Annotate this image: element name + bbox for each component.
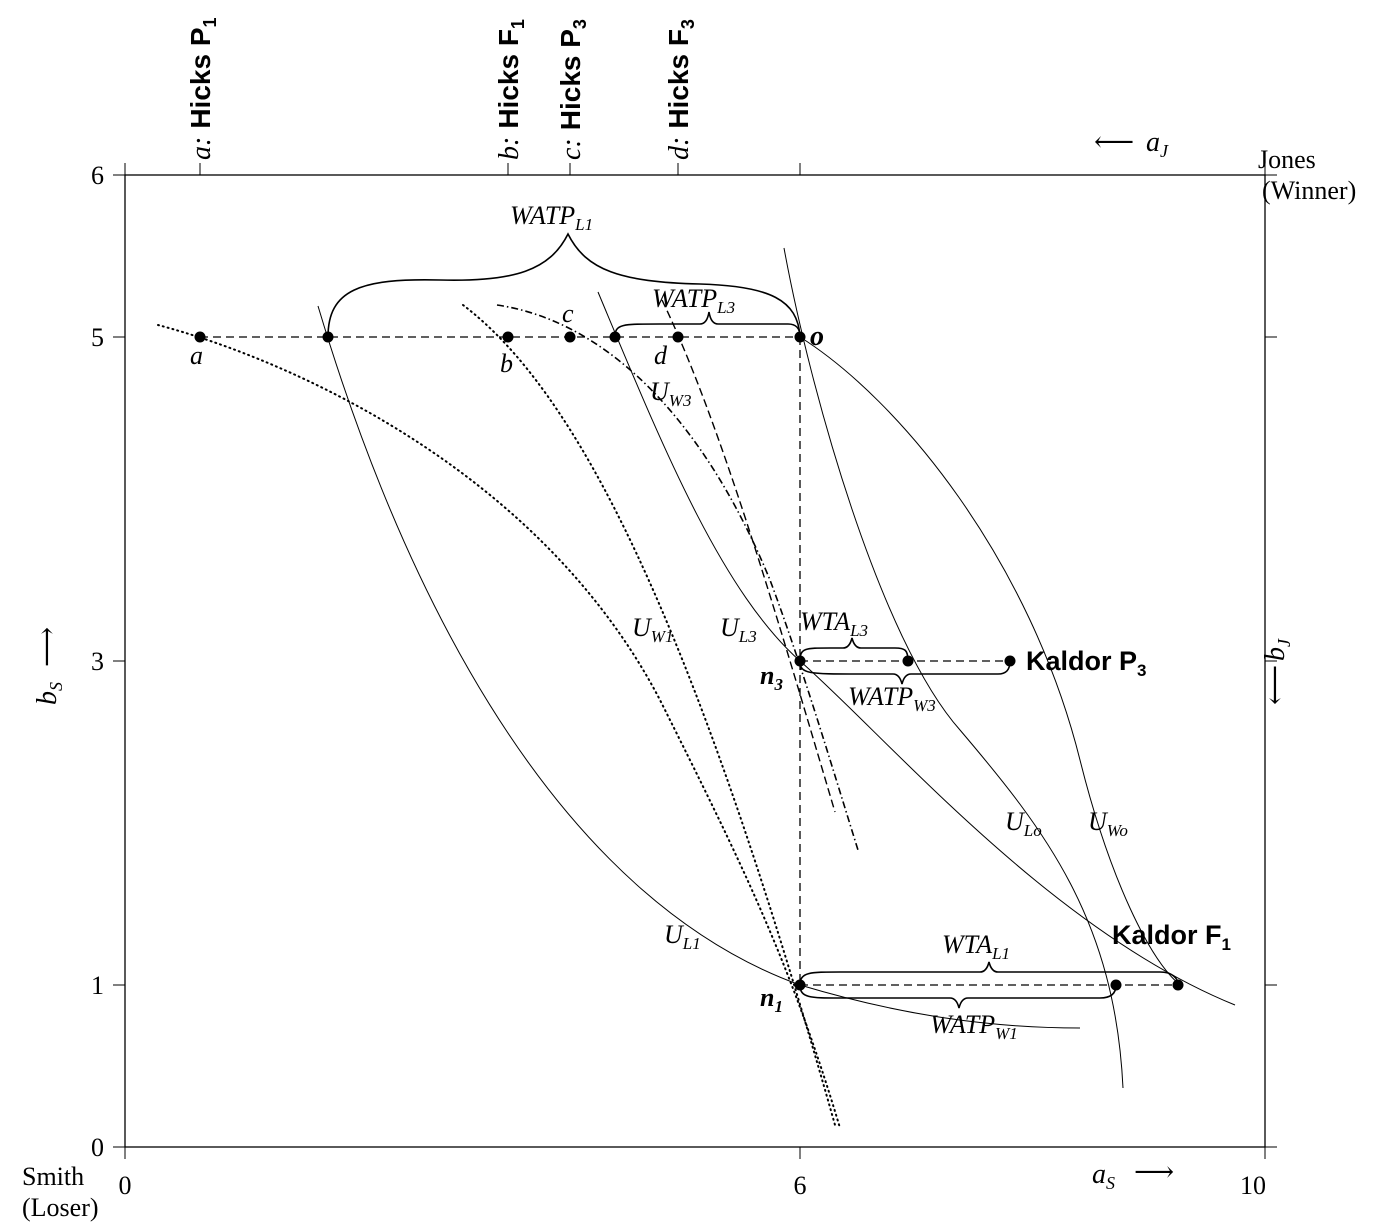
svg-text:d:Hicks F3: d:Hicks F3: [663, 19, 698, 160]
top-label-hicks-f3: d:Hicks F3: [663, 19, 698, 160]
svg-text:aJ: aJ: [1146, 127, 1169, 161]
y-tick-0: 0: [91, 1133, 104, 1162]
svg-text:bJ: bJ: [1260, 638, 1294, 661]
point-hicks-end: [322, 331, 334, 343]
curve-ulo: [783, 247, 1124, 1089]
ticks: [113, 163, 1277, 1159]
curve-uw1: [462, 304, 836, 1126]
curve-hicks-p1: [157, 324, 841, 1129]
svg-text:b:Hicks F1: b:Hicks F1: [493, 19, 528, 160]
x-tick-10: 10: [1240, 1171, 1266, 1200]
y-axis-label: bS ⟶: [32, 627, 66, 705]
brace-label-wta-l3: WTAL3: [800, 607, 868, 640]
label-kaldor-p3: Kaldor P3: [1026, 646, 1147, 680]
curve-label-ul1: UL1: [664, 920, 701, 953]
curve-label-uw3: UW3: [650, 377, 691, 410]
point-n3: [794, 655, 806, 667]
curve-label-uw1: UW1: [632, 613, 673, 646]
svg-text:a:Hicks P1: a:Hicks P1: [185, 17, 220, 160]
point-d: [672, 331, 684, 343]
point-label-n3: n3: [760, 661, 783, 694]
point-b: [502, 331, 514, 343]
curve-ul3: [597, 291, 1236, 1006]
points: [194, 331, 1184, 991]
point-label-n1: n1: [760, 983, 783, 1016]
y-tick-5: 5: [91, 323, 104, 352]
arrow-left-icon: ⟵: [1094, 127, 1134, 158]
x-axis-label: aS ⟶: [1092, 1157, 1174, 1193]
origin-name: Smith: [22, 1162, 84, 1191]
point-wta-l3-end: [902, 655, 914, 667]
point-ul3-top: [609, 331, 621, 343]
far-name: Jones: [1258, 145, 1316, 174]
curve-label-uwo: UWo: [1088, 807, 1128, 840]
curve-hicks-f3: [661, 299, 836, 813]
curve-label-ul3: UL3: [720, 613, 757, 646]
curve-uwo: [799, 336, 1181, 986]
arrow-up-icon: ⟶: [32, 627, 63, 667]
brace-watp-w1: [799, 984, 1117, 1009]
point-label-d: d: [654, 341, 668, 370]
point-o: [794, 331, 806, 343]
point-label-o: o: [810, 321, 824, 352]
svg-text:aS: aS: [1092, 1159, 1115, 1193]
brace-watp-l3: [614, 311, 801, 338]
brace-wta-l1: [799, 961, 1179, 986]
svg-text:bS: bS: [32, 682, 66, 705]
point-c: [564, 331, 576, 343]
point-kaldor-p3: [1004, 655, 1016, 667]
origin-role: (Loser): [22, 1193, 99, 1222]
point-label-b: b: [500, 349, 513, 378]
x-tick-6: 6: [794, 1171, 807, 1200]
top-label-hicks-f1: b:Hicks F1: [493, 19, 528, 160]
y-tick-6: 6: [91, 161, 104, 190]
point-kaldor-f1: [1172, 979, 1184, 991]
brace-label-watp-w3: WATPW3: [848, 682, 936, 715]
arrow-down-icon: ⟵: [1260, 665, 1291, 705]
point-label-c: c: [562, 299, 574, 328]
brace-label-watp-l3: WATPL3: [652, 284, 735, 317]
curve-label-ulo: ULo: [1005, 807, 1042, 840]
brace-watp-w3: [799, 660, 1011, 685]
svg-text:c:Hicks P3: c:Hicks P3: [555, 19, 590, 160]
curve-uw3-dashdot: [496, 304, 859, 851]
brace-label-wta-l1: WTAL1: [942, 930, 1010, 963]
brace-label-watp-l1: WATPL1: [510, 201, 593, 234]
right-axis-label: ⟵ bJ: [1260, 638, 1294, 705]
point-label-a: a: [190, 341, 203, 370]
curve-ul1: [317, 305, 1081, 1029]
top-axis-label: ⟵ aJ: [1094, 127, 1169, 161]
y-tick-3: 3: [91, 647, 104, 676]
brace-label-watp-w1: WATPW1: [930, 1010, 1018, 1043]
arrow-right-icon: ⟶: [1134, 1157, 1174, 1188]
far-role: (Winner): [1262, 176, 1356, 205]
brace-watp-l1: [327, 232, 801, 338]
x-tick-0: 0: [119, 1171, 132, 1200]
point-n1: [794, 979, 806, 991]
point-watp-w1-end: [1110, 979, 1122, 991]
y-tick-1: 1: [91, 971, 104, 1000]
point-a: [194, 331, 206, 343]
top-label-hicks-p1: a:Hicks P1: [185, 17, 220, 160]
top-label-hicks-p3: c:Hicks P3: [555, 19, 590, 160]
brace-wta-l3: [799, 637, 909, 662]
label-kaldor-f1: Kaldor F1: [1112, 920, 1231, 954]
